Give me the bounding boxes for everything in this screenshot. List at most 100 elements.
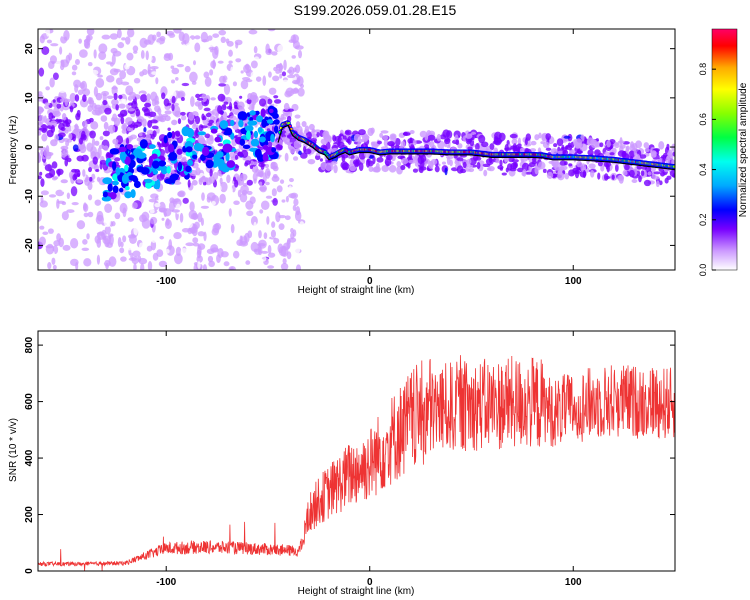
spectrogram-cell (293, 245, 301, 254)
spectrogram-cell (282, 258, 287, 265)
spectrogram-cell (545, 133, 551, 141)
spectrogram-cell (262, 75, 267, 86)
spectrogram-cell (162, 46, 166, 51)
spectrogram-cell (367, 127, 374, 137)
spectrogram-cell (109, 33, 119, 40)
spectrogram-cell (151, 71, 158, 75)
spectrogram-cell (261, 118, 267, 128)
spectrogram-cell (86, 29, 95, 36)
spectrogram-cell (112, 180, 119, 186)
spectrogram-cell (424, 134, 429, 141)
spectrogram-cell (207, 35, 213, 41)
spectrogram-cell (40, 196, 44, 204)
spectrogram-cell (40, 149, 44, 155)
spectrogram-cell (247, 120, 258, 126)
spectrogram-cell (368, 154, 374, 159)
spectrogram-cell (222, 134, 230, 141)
spectrogram-cell (121, 129, 127, 134)
spectrogram-cell (102, 191, 108, 198)
spectrogram-cell (119, 109, 128, 117)
spectrogram-cell (77, 89, 84, 96)
spectrogram-cell (94, 235, 101, 244)
spectrogram-cell (666, 143, 670, 150)
spectrogram-cell (62, 244, 71, 251)
spectrogram-cell (587, 149, 594, 156)
spectrogram-cell (297, 49, 303, 59)
spectrogram-cell (280, 246, 289, 257)
spectrogram-cell (158, 160, 167, 167)
spectrogram-cell (68, 132, 73, 140)
spectrogram-y-tick-label: 10 (24, 92, 35, 104)
spectrogram-cell (51, 257, 56, 265)
spectrogram-cell (185, 150, 193, 157)
spectrogram-cell (192, 242, 200, 247)
spectrogram-cell (171, 131, 176, 139)
spectrogram-cell (74, 58, 80, 66)
spectrogram-cell (156, 31, 161, 38)
spectrogram-cell (168, 239, 173, 250)
spectrogram-cell (195, 127, 199, 137)
spectrogram-cell (220, 36, 226, 44)
spectrogram-cell (88, 96, 92, 104)
spectrogram-cell (87, 61, 93, 67)
spectrogram-cell (203, 101, 208, 105)
colorbar-tick-label: 0.0 (698, 264, 708, 277)
spectrogram-cell (250, 71, 258, 80)
spectrogram-cell (82, 94, 87, 102)
spectrogram-cell (603, 173, 609, 181)
spectrogram-cell (107, 183, 113, 192)
spectrogram-cell (88, 225, 95, 231)
spectrogram-cell (223, 131, 232, 136)
spectrogram-cell (58, 87, 67, 93)
spectrogram-cell (449, 159, 453, 167)
spectrogram-cell (636, 165, 642, 170)
spectrogram-y-ticks: -20 -10 0 10 20 (24, 43, 675, 253)
spectrogram-cell (282, 116, 287, 120)
spectrogram-cell (118, 94, 123, 99)
spectrogram-cell (190, 96, 195, 107)
spectrogram-cell (203, 71, 210, 79)
spectrogram-cell (203, 107, 211, 112)
spectrogram-cell (324, 162, 333, 171)
spectrogram-cell (111, 221, 116, 227)
spectrogram-cell (223, 101, 229, 105)
spectrogram-cell (89, 130, 96, 139)
spectrogram-cell (120, 84, 124, 91)
spectrogram-cell (71, 64, 78, 71)
spectrogram-y-tick-label: 0 (24, 144, 35, 150)
spectrogram-cell (628, 150, 635, 159)
spectrogram-cell (55, 189, 65, 197)
spectrogram-cell (217, 60, 224, 64)
spectrogram-cell (531, 157, 537, 162)
spectrogram-cell (237, 101, 245, 110)
spectrogram-cell (225, 151, 230, 162)
spectrogram-cell (456, 157, 464, 162)
spectrogram-cell (347, 135, 352, 145)
spectrogram-cell (127, 108, 135, 112)
spectrogram-cell (247, 230, 253, 239)
spectrogram-cell (132, 45, 139, 52)
spectrogram-cell (253, 130, 259, 139)
spectrogram-cell (542, 168, 547, 174)
spectrogram-cell (83, 212, 89, 218)
spectrogram-cell (511, 138, 518, 145)
spectrogram-cell (82, 120, 88, 129)
spectrogram-cell (228, 60, 233, 64)
spectrogram-cell (285, 137, 291, 145)
spectrogram-cell (61, 211, 69, 221)
spectrogram-cell (167, 102, 172, 106)
snr-frame (37, 330, 676, 572)
spectrogram-cell (302, 146, 307, 153)
spectrogram-cell (230, 66, 234, 76)
spectrogram-cell (168, 151, 178, 161)
colorbar-tick-label: 0.8 (698, 63, 708, 76)
spectrogram-cell (414, 154, 418, 162)
spectrogram-cell (88, 167, 93, 173)
colorbar-tick-label: 0.2 (698, 214, 708, 227)
spectrogram-cell (281, 199, 286, 203)
spectrogram-cell (506, 163, 513, 171)
spectrogram-cell (550, 148, 558, 155)
spectrogram-cell (149, 216, 158, 225)
spectrogram-cell (621, 150, 627, 158)
spectrogram-cell (286, 239, 291, 250)
